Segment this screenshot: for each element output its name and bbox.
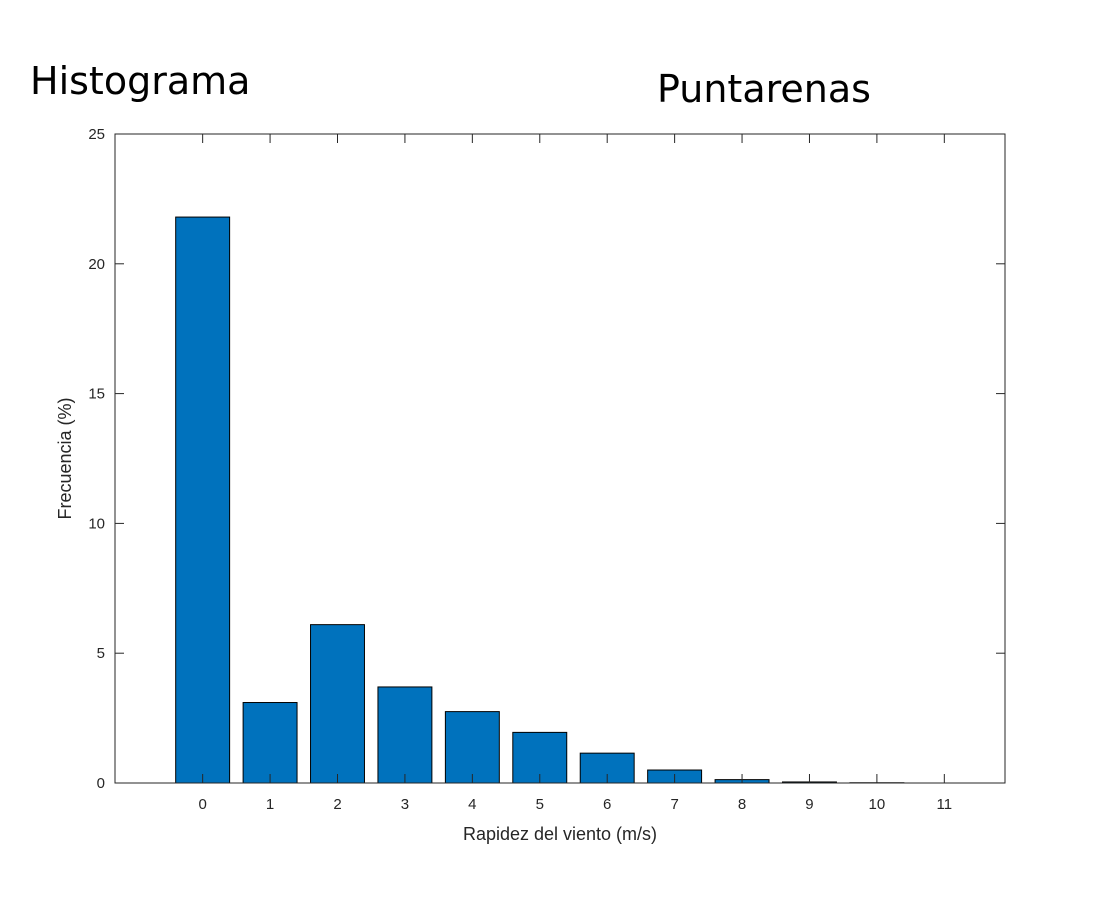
x-tick-label-8: 8	[738, 796, 746, 813]
bar-4	[444, 711, 500, 784]
y-axis-label: Frecuencia (%)	[55, 397, 75, 519]
x-tick-label-5: 5	[536, 796, 544, 813]
x-tick-label-0: 0	[198, 796, 206, 813]
y-tick-label-25: 25	[88, 126, 105, 143]
x-tick-label-10: 10	[869, 796, 886, 813]
y-tick-label-0: 0	[97, 775, 105, 792]
x-tick-label-11: 11	[937, 796, 953, 813]
y-tick-label-15: 15	[88, 386, 105, 403]
x-tick-label-7: 7	[670, 796, 678, 813]
bar-0	[175, 216, 231, 784]
x-tick-label-3: 3	[401, 796, 409, 813]
x-tick-label-6: 6	[603, 796, 611, 813]
bar-2	[310, 624, 365, 784]
plot-area	[115, 134, 1005, 783]
axes-box	[114, 133, 1006, 784]
x-tick-label-1: 1	[266, 796, 274, 813]
x-axis-label: Rapidez del viento (m/s)	[463, 824, 657, 844]
bar-1	[242, 702, 298, 784]
y-tick-label-10: 10	[88, 515, 105, 532]
bars-layer	[175, 216, 905, 784]
chart-title-right: Puntarenas	[657, 67, 871, 111]
chart-title-left: Histograma	[30, 59, 250, 103]
x-tick-label-4: 4	[468, 796, 476, 813]
ticks-layer: 0 1 2 3 4 5 6 7 8 9 10 11 0 5 10 15 20 25	[88, 126, 1005, 813]
x-tick-label-9: 9	[805, 796, 813, 813]
bar-3	[377, 686, 433, 784]
y-tick-label-5: 5	[97, 645, 105, 662]
x-tick-label-2: 2	[333, 796, 341, 813]
y-tick-label-20: 20	[88, 256, 105, 273]
